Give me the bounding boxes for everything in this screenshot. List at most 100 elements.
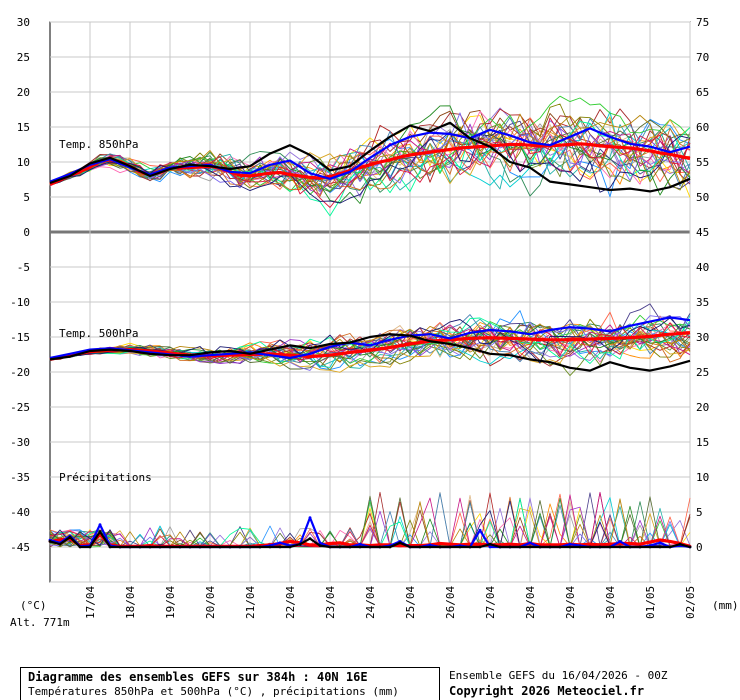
series-point — [678, 542, 682, 546]
series-point — [198, 545, 202, 549]
x-tick-label: 27/04 — [484, 586, 497, 619]
series-point — [268, 545, 272, 549]
series-point — [398, 541, 402, 545]
left-tick-label: 20 — [17, 86, 30, 99]
series-point — [548, 543, 552, 547]
series-point — [178, 545, 182, 549]
left-tick-label: 25 — [17, 51, 30, 64]
series-point — [648, 545, 652, 549]
right-tick-label: 35 — [696, 296, 709, 309]
series-line — [49, 316, 691, 360]
x-tick-label: 28/04 — [524, 586, 537, 619]
ensemble-member-line — [49, 129, 691, 204]
x-tick-label: 26/04 — [444, 586, 457, 619]
series-point — [358, 542, 362, 546]
series-point — [348, 543, 352, 547]
series-point — [278, 541, 282, 545]
series-point — [88, 545, 92, 549]
series-point — [298, 542, 302, 546]
series-point — [418, 545, 422, 549]
right-tick-label: 45 — [696, 226, 709, 239]
x-tick-label: 23/04 — [324, 586, 337, 619]
left-tick-label: 10 — [17, 156, 30, 169]
series-point — [588, 542, 592, 546]
series-point — [538, 545, 542, 549]
series-point — [78, 545, 82, 549]
ensemble-member-line — [49, 317, 691, 364]
series-point — [658, 545, 662, 549]
series-point — [258, 545, 262, 549]
x-tick-label: 21/04 — [244, 586, 257, 619]
x-tick-label: 18/04 — [124, 586, 137, 619]
series-point — [668, 540, 672, 543]
series-point — [438, 545, 442, 549]
left-tick-label: 30 — [17, 16, 30, 29]
right-tick-label: 0 — [696, 541, 703, 554]
series-point — [568, 545, 572, 549]
series-point — [608, 542, 612, 546]
series-point — [488, 545, 492, 549]
series-point — [598, 543, 602, 547]
series-point — [598, 545, 602, 549]
series-point — [558, 543, 562, 547]
series-point — [138, 545, 142, 549]
series-point — [118, 545, 122, 549]
series-point — [688, 545, 692, 549]
left-tick-label: 15 — [17, 121, 30, 134]
title-box: Diagramme des ensembles GEFS sur 384h : … — [20, 667, 440, 700]
series-point — [448, 542, 452, 546]
series-point — [478, 542, 482, 546]
series-point — [218, 545, 222, 549]
right-tick-label: 65 — [696, 86, 709, 99]
series-point — [498, 545, 502, 549]
x-tick-label: 17/04 — [84, 586, 97, 619]
ensemble-member-line — [49, 124, 691, 191]
x-tick-label: 20/04 — [204, 586, 217, 619]
left-tick-label: -35 — [10, 471, 30, 484]
series-point — [508, 542, 512, 546]
left-tick-label: 0 — [23, 226, 30, 239]
left-tick-label: -30 — [10, 436, 30, 449]
series-point — [618, 540, 622, 543]
series-point — [528, 541, 532, 545]
series-point — [68, 535, 72, 539]
series-point — [568, 542, 572, 546]
x-tick-label: 30/04 — [604, 586, 617, 619]
series-point — [508, 545, 512, 549]
series-point — [458, 545, 462, 549]
copyright: Copyright 2026 Meteociel.fr — [449, 684, 645, 698]
series-point — [228, 545, 232, 549]
right-tick-label: 15 — [696, 436, 709, 449]
series-point — [158, 545, 162, 549]
ensemble-member-line — [49, 521, 691, 548]
series-point — [648, 540, 652, 544]
series-point — [448, 545, 452, 549]
right-tick-label: 20 — [696, 401, 709, 414]
series-point — [168, 545, 172, 549]
ensemble-member-line — [49, 117, 691, 187]
series-point — [308, 543, 312, 547]
left-tick-label: -20 — [10, 366, 30, 379]
series-point — [318, 541, 322, 545]
series-point — [578, 545, 582, 549]
right-tick-label: 70 — [696, 51, 709, 64]
series-point — [618, 545, 622, 549]
series-point — [518, 545, 522, 549]
right-tick-label: 25 — [696, 366, 709, 379]
left-tick-label: 5 — [23, 191, 30, 204]
series-point — [408, 545, 412, 549]
left-tick-label: -40 — [10, 506, 30, 519]
series-point — [428, 545, 432, 549]
left-tick-label: -45 — [10, 541, 30, 554]
series-point — [398, 544, 402, 547]
series-point — [308, 516, 312, 519]
series-point — [338, 541, 342, 545]
x-tick-label: 29/04 — [564, 586, 577, 619]
series-point — [318, 544, 322, 547]
series-point — [388, 545, 392, 549]
right-tick-label: 60 — [696, 121, 709, 134]
left-tick-label: -15 — [10, 331, 30, 344]
series-point — [658, 541, 662, 545]
series-point — [208, 545, 212, 549]
